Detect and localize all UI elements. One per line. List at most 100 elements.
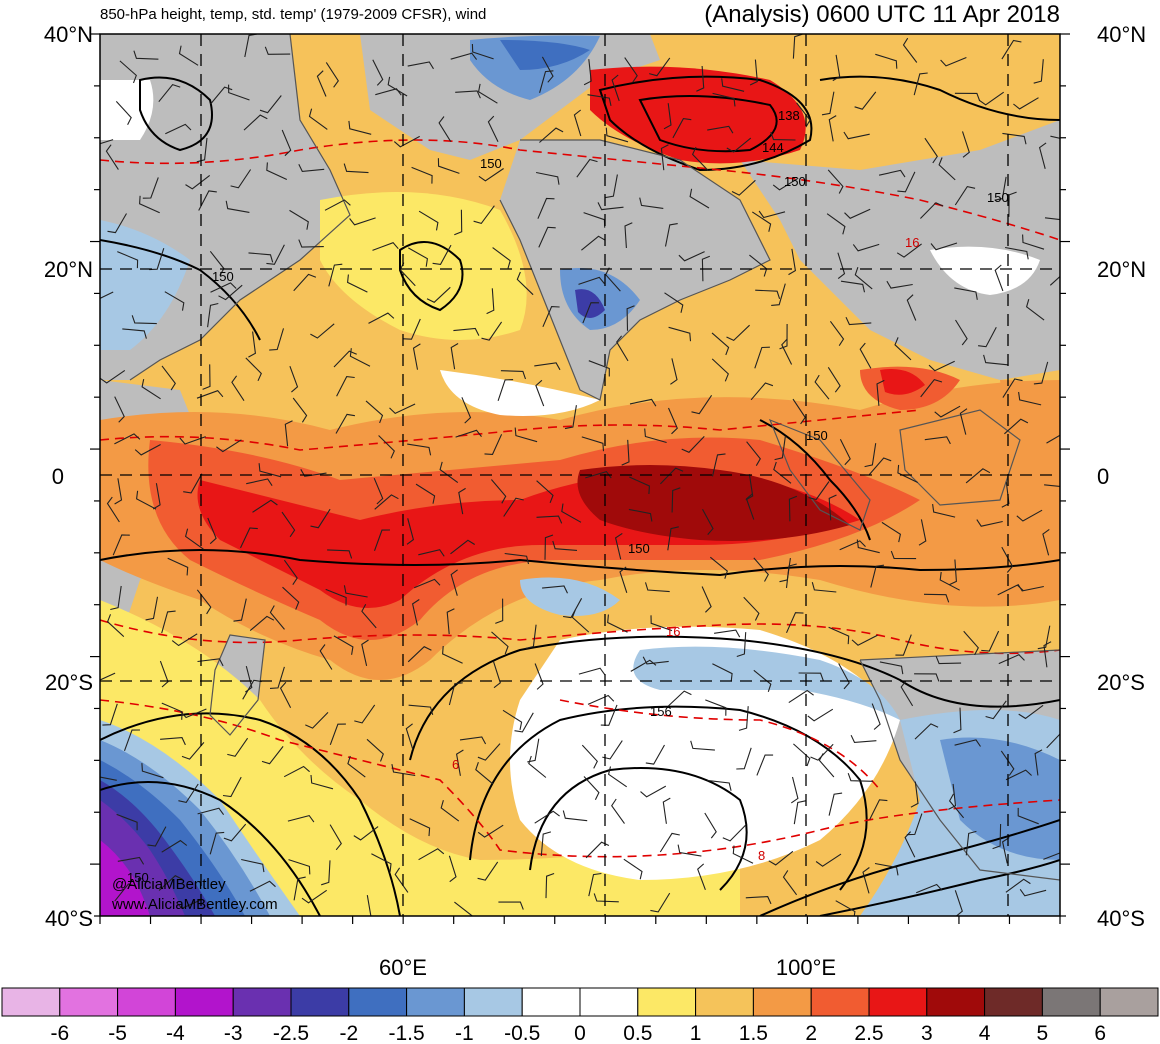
wind-barb (900, 680, 914, 707)
wind-barb (241, 858, 265, 873)
wind-barb (493, 661, 501, 689)
wind-barb (659, 832, 680, 853)
wind-barb (954, 890, 963, 916)
wind-barb (954, 185, 976, 206)
wind-barb (1050, 135, 1060, 139)
wind-barb (1004, 418, 1029, 435)
wind-barb (965, 830, 977, 856)
wind-barb (258, 463, 282, 478)
wind-barb (243, 114, 268, 131)
wind-barb (746, 441, 761, 466)
wind-barb (366, 738, 384, 762)
wind-barb (161, 702, 183, 720)
contour-label: 150 (127, 870, 149, 885)
axis-ticks (90, 33, 1070, 924)
wind-barb (611, 798, 625, 824)
wind-barb (503, 497, 524, 517)
credit-url: www.AliciaMBentley.com (111, 896, 278, 913)
colorbar-tick-label: -3 (224, 1022, 243, 1044)
wind-barb (753, 669, 772, 692)
wind-barb (938, 157, 956, 181)
wind-barb (225, 200, 250, 213)
wind-barb (180, 708, 207, 719)
wind-barb (100, 291, 114, 299)
wind-barb (249, 615, 275, 632)
wind-barb (122, 328, 147, 339)
wind-barb (536, 480, 554, 504)
wind-barb (914, 723, 939, 740)
colorbar-swatch (926, 987, 986, 1017)
wind-barb (498, 901, 524, 910)
colorbar-tick-label: 2.5 (854, 1022, 883, 1044)
wind-barb (876, 379, 885, 406)
wind-barb (412, 343, 421, 370)
wind-barb (406, 518, 415, 545)
wind-barb (1005, 246, 1029, 260)
colorbar-tick-label: -2 (339, 1022, 358, 1044)
wind-barb (393, 135, 420, 148)
wind-barb (1005, 878, 1031, 893)
wind-barb (954, 287, 978, 300)
wind-barb (924, 137, 938, 164)
wind-barb (139, 195, 160, 214)
wind-barb (571, 609, 590, 633)
wind-barb (282, 586, 300, 610)
wind-barb (106, 496, 120, 523)
wind-barb (611, 74, 620, 102)
wind-barb (426, 286, 451, 303)
wind-barb (644, 428, 667, 444)
wind-barb (664, 223, 678, 247)
wind-barb (773, 461, 792, 484)
wind-barb (614, 532, 623, 560)
wind-barb (324, 199, 351, 211)
wind-barb (481, 321, 503, 341)
wind-barb (854, 91, 877, 110)
wind-barb (450, 343, 459, 370)
wind-barb (131, 315, 157, 325)
wind-barb (649, 57, 671, 77)
wind-barb (361, 639, 369, 667)
lat-label: 40°N (44, 22, 93, 47)
wind-barb (196, 589, 212, 615)
land-se-asia (740, 120, 1060, 380)
wind-barb (1001, 481, 1010, 508)
wind-barb (374, 494, 399, 510)
wind-barb (994, 264, 1004, 292)
wind-barb (642, 656, 669, 665)
wind-barb (948, 559, 957, 586)
wind-barb (158, 83, 181, 103)
wind-barb (343, 585, 368, 598)
wind-barb (539, 127, 564, 143)
wind-barb (726, 324, 750, 342)
colorbar-tick-label: 1 (690, 1022, 702, 1044)
wind-barb (142, 177, 159, 199)
wind-barb (159, 660, 169, 688)
wind-barb (202, 364, 211, 390)
wind-barb (408, 247, 429, 267)
wind-barb (372, 242, 399, 251)
wind-barb (1001, 546, 1014, 573)
wind-barb (852, 243, 880, 252)
wind-barb (650, 892, 671, 913)
wind-barb (534, 362, 561, 371)
wind-barb (545, 872, 555, 899)
wind-barb (961, 131, 970, 158)
wind-barb (525, 624, 537, 649)
lat-label: 40°S (1097, 906, 1145, 931)
colorbar-swatch (868, 987, 928, 1017)
wind-barb (807, 708, 834, 722)
credit-handle: @AliciaMBentley (112, 876, 226, 893)
wind-barb (343, 163, 369, 174)
wind-barb (788, 689, 814, 704)
wind-barb (1022, 234, 1045, 250)
wind-barb (845, 316, 872, 326)
wind-barb (712, 663, 733, 682)
wind-barb (758, 210, 786, 219)
wind-barb (939, 571, 960, 591)
wind-barb (387, 76, 408, 97)
wind-barb (670, 358, 678, 385)
wind-barb (1033, 59, 1044, 84)
contour-label: 150 (806, 428, 828, 443)
wind-barb (704, 812, 717, 839)
wind-barb (105, 144, 119, 170)
